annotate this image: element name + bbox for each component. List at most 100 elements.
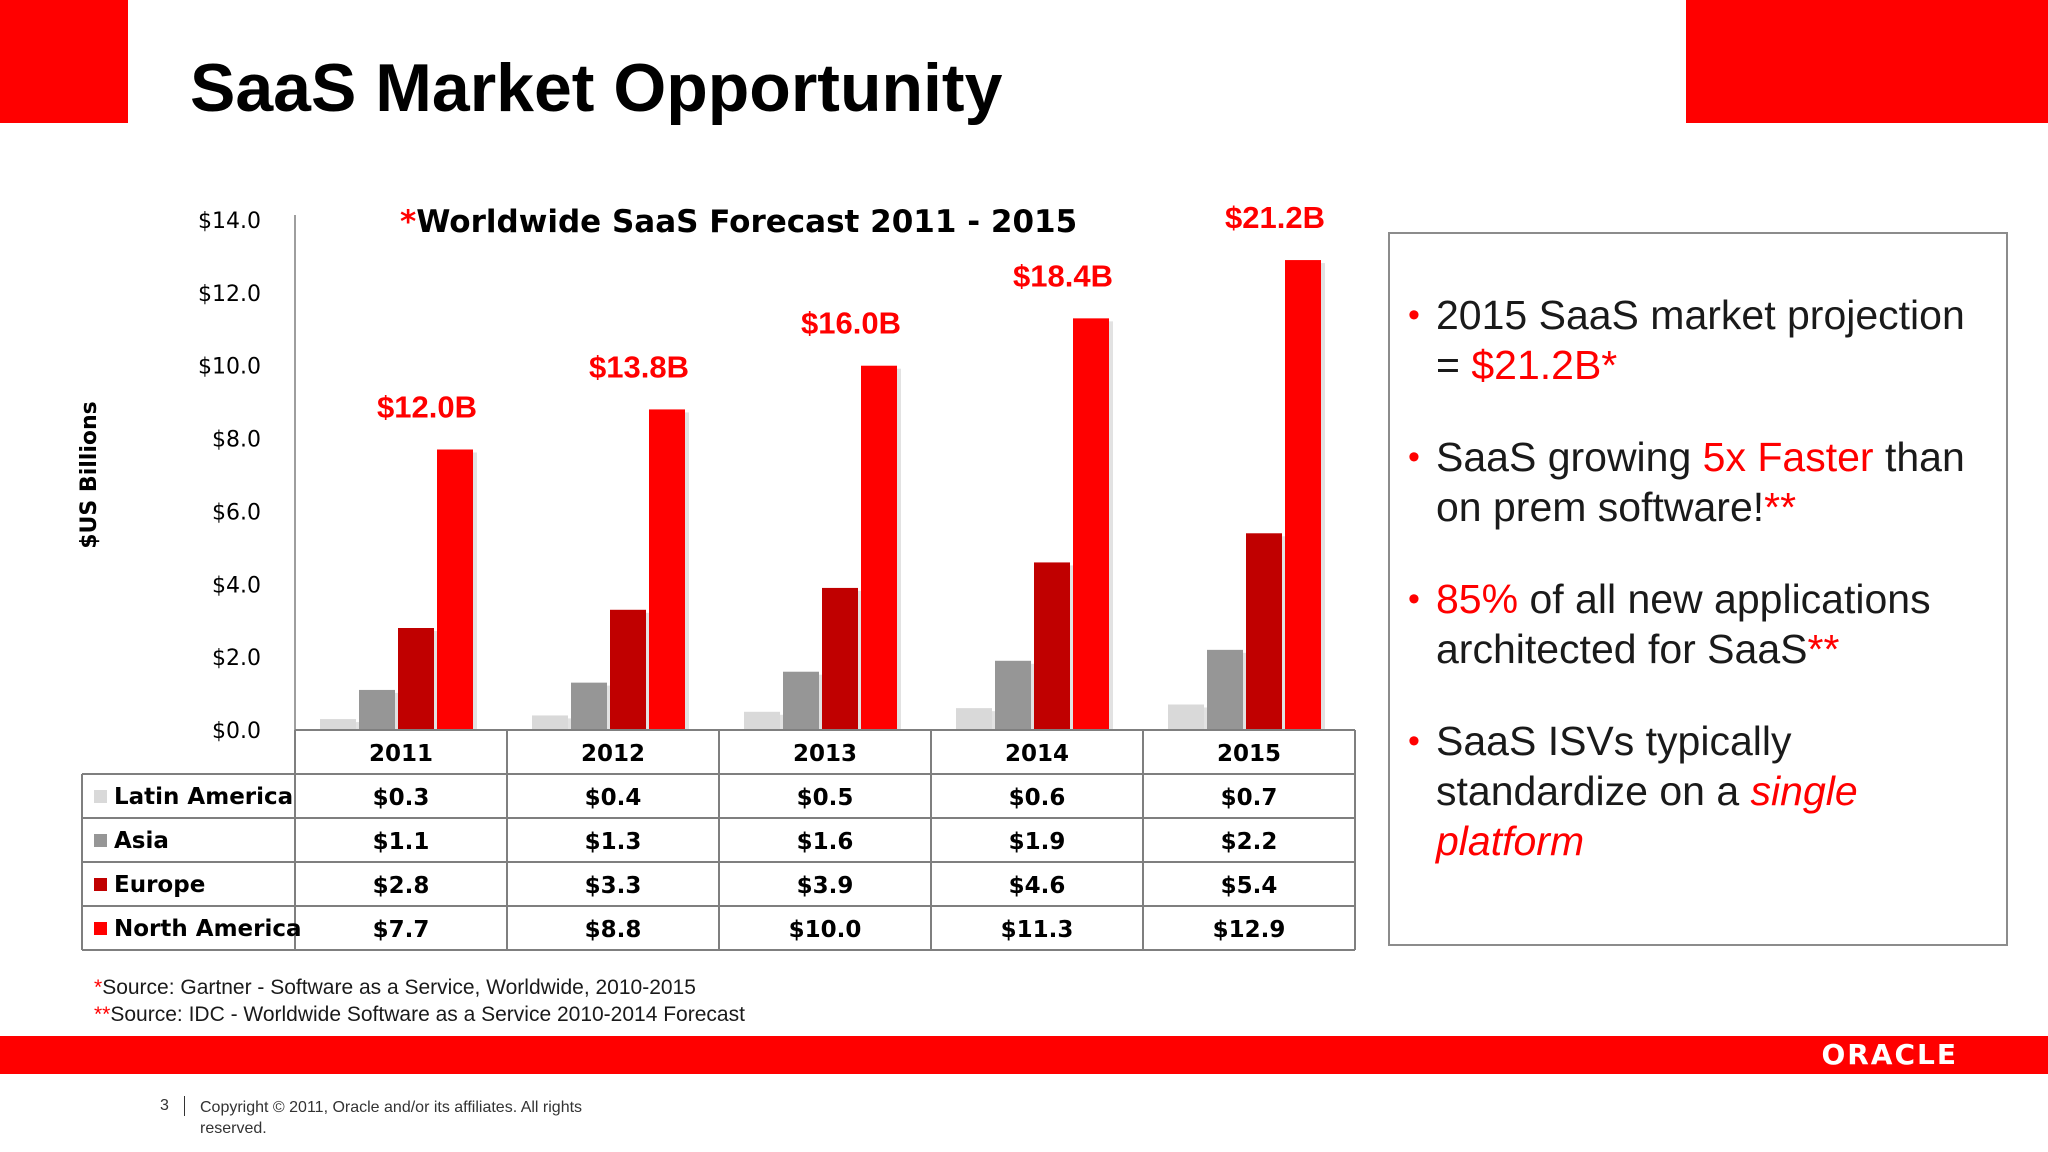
source-line-gartner: *Source: Gartner - Software as a Service…: [94, 974, 745, 1001]
data-cell: $3.3: [585, 873, 642, 899]
total-label-2012: $13.8B: [589, 349, 689, 384]
legend-swatch: [94, 878, 107, 891]
key-point-text: 2015 SaaS market projection =: [1436, 292, 1965, 388]
data-cell: $11.3: [1001, 917, 1074, 943]
key-point-text: SaaS growing: [1436, 434, 1703, 480]
data-cell: $2.2: [1221, 829, 1278, 855]
key-point-4: • SaaS ISVs typically standardize on a si…: [1408, 716, 1998, 866]
data-cell: $0.3: [373, 785, 430, 811]
source-line-idc: **Source: IDC - Worldwide Software as a …: [94, 1001, 745, 1028]
bar-latin-america-2011: [320, 719, 356, 730]
category-label: 2012: [581, 741, 645, 767]
bar-europe-2014: [1034, 562, 1070, 730]
bar-asia-2011: [359, 689, 395, 730]
source-text: Source: IDC - Worldwide Software as a Se…: [110, 1003, 745, 1026]
key-point-text: SaaS ISVs typically standardize on a: [1436, 718, 1792, 814]
corner-accent-right: [1686, 0, 2048, 123]
bar-north-america-2015: [1285, 260, 1321, 730]
bar-north-america-2011: [437, 449, 473, 730]
bar-latin-america-2012: [532, 715, 568, 730]
category-label: 2014: [1005, 741, 1069, 767]
key-point-2: • SaaS growing 5x Faster than on prem sof…: [1408, 432, 1998, 532]
data-cell: $12.9: [1213, 917, 1286, 943]
legend-swatch: [94, 834, 107, 847]
bullet-dot: •: [1408, 580, 1420, 618]
category-label: 2015: [1217, 741, 1281, 767]
key-points-box: • 2015 SaaS market projection = $21.2B* • S…: [1388, 232, 2008, 946]
key-point-3: • 85% of all new applications architected…: [1408, 574, 1998, 674]
key-point-text: $21.2B*: [1471, 342, 1618, 388]
bullet-dot: •: [1408, 438, 1420, 476]
footer-divider: [184, 1096, 185, 1116]
legend-swatch: [94, 790, 107, 803]
key-point-text: 85%: [1436, 576, 1519, 622]
series-name: North America: [114, 916, 302, 942]
legend-swatch: [94, 922, 107, 935]
y-axis-label: $US Billions: [77, 401, 102, 548]
bar-asia-2015: [1207, 649, 1243, 730]
key-points-list: • 2015 SaaS market projection = $21.2B* • S…: [1408, 290, 1998, 908]
data-cell: $5.4: [1221, 873, 1278, 899]
key-point-1: • 2015 SaaS market projection = $21.2B*: [1408, 290, 1998, 390]
data-cell: $10.0: [789, 917, 862, 943]
footer-bar: ORACLE: [0, 1036, 2048, 1074]
key-point-text: of all new applications architected for …: [1436, 576, 1931, 672]
data-cell: $0.4: [585, 785, 642, 811]
total-label-2015: $21.2B: [1225, 200, 1325, 235]
bar-latin-america-2013: [744, 711, 780, 730]
y-tick-label: $4.0: [212, 573, 261, 598]
y-tick-label: $10.0: [198, 355, 261, 380]
y-tick-label: $14.0: [198, 209, 261, 234]
series-name: Asia: [114, 828, 169, 854]
data-cell: $1.9: [1009, 829, 1066, 855]
source-text: Source: Gartner - Software as a Service,…: [102, 976, 696, 999]
bar-europe-2012: [610, 609, 646, 730]
data-cell: $3.9: [797, 873, 854, 899]
bar-north-america-2013: [861, 365, 897, 730]
bar-latin-america-2014: [956, 708, 992, 730]
source-marker: **: [94, 1003, 111, 1026]
data-cell: $0.5: [797, 785, 854, 811]
data-cell: $8.8: [585, 917, 642, 943]
bar-north-america-2012: [649, 409, 685, 730]
series-name: Europe: [114, 872, 205, 898]
bar-asia-2013: [783, 671, 819, 730]
total-label-2013: $16.0B: [801, 306, 901, 341]
bar-latin-america-2015: [1168, 704, 1204, 730]
data-cell: $4.6: [1009, 873, 1066, 899]
key-point-text: **: [1807, 626, 1840, 672]
source-marker: *: [94, 976, 103, 999]
key-point-text: 5x Faster: [1702, 434, 1874, 480]
y-tick-label: $6.0: [212, 500, 261, 525]
y-tick-label: $2.0: [212, 646, 261, 671]
bar-europe-2015: [1246, 533, 1282, 730]
corner-accent-left: [0, 0, 128, 123]
data-cell: $0.6: [1009, 785, 1066, 811]
key-point-text: **: [1764, 484, 1797, 530]
bullet-dot: •: [1408, 722, 1420, 760]
data-cell: $7.7: [373, 917, 430, 943]
data-cell: $1.6: [797, 829, 854, 855]
oracle-logo: ORACLE: [1821, 1038, 1958, 1071]
sources: *Source: Gartner - Software as a Service…: [94, 974, 745, 1028]
y-tick-label: $12.0: [198, 282, 261, 307]
saas-forecast-chart: *Worldwide SaaS Forecast 2011 - 2015 $0.0…: [77, 200, 1356, 951]
y-tick-label: $8.0: [212, 428, 261, 453]
data-cell: $1.1: [373, 829, 430, 855]
data-cell: $1.3: [585, 829, 642, 855]
data-cell: $2.8: [373, 873, 430, 899]
category-label: 2013: [793, 741, 857, 767]
data-cell: $0.7: [1221, 785, 1278, 811]
key-point-text: than on prem software!: [1436, 434, 1965, 530]
bullet-dot: •: [1408, 296, 1420, 334]
copyright-notice: Copyright © 2011, Oracle and/or its affi…: [200, 1099, 583, 1137]
y-tick-label: $0.0: [212, 719, 261, 744]
category-label: 2011: [369, 741, 433, 767]
bar-north-america-2014: [1073, 318, 1109, 730]
total-label-2014: $18.4B: [1013, 258, 1113, 293]
key-point-text: single platform: [1436, 768, 1858, 864]
chart-title: *Worldwide SaaS Forecast 2011 - 2015: [400, 204, 1077, 240]
bar-europe-2013: [822, 587, 858, 730]
slide-title: SaaS Market Opportunity: [190, 50, 1003, 126]
bar-asia-2012: [571, 682, 607, 730]
